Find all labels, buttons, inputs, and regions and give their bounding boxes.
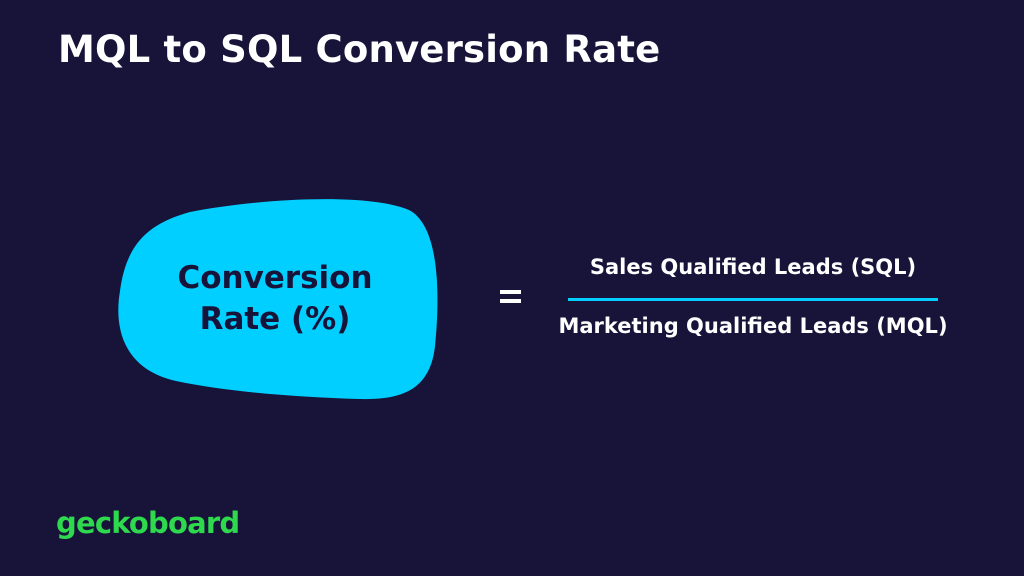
denominator: Marketing Qualified Leads (MQL) bbox=[558, 314, 948, 338]
blob-label-line-2: Rate (%) bbox=[199, 301, 351, 337]
conversion-rate-blob bbox=[116, 196, 438, 400]
equals-bar-top bbox=[500, 290, 521, 294]
blob-label: Conversion Rate (%) bbox=[116, 258, 434, 340]
blob-label-line-1: Conversion bbox=[177, 260, 373, 296]
numerator: Sales Qualified Leads (SQL) bbox=[589, 255, 917, 279]
blob-shape bbox=[118, 199, 438, 400]
slide-title: MQL to SQL Conversion Rate bbox=[58, 28, 661, 71]
geckoboard-logo: geckoboard bbox=[56, 506, 240, 540]
equals-sign bbox=[496, 288, 526, 310]
blob-path bbox=[118, 199, 438, 400]
fraction-line bbox=[568, 298, 938, 301]
equals-bar-bottom bbox=[500, 299, 521, 303]
